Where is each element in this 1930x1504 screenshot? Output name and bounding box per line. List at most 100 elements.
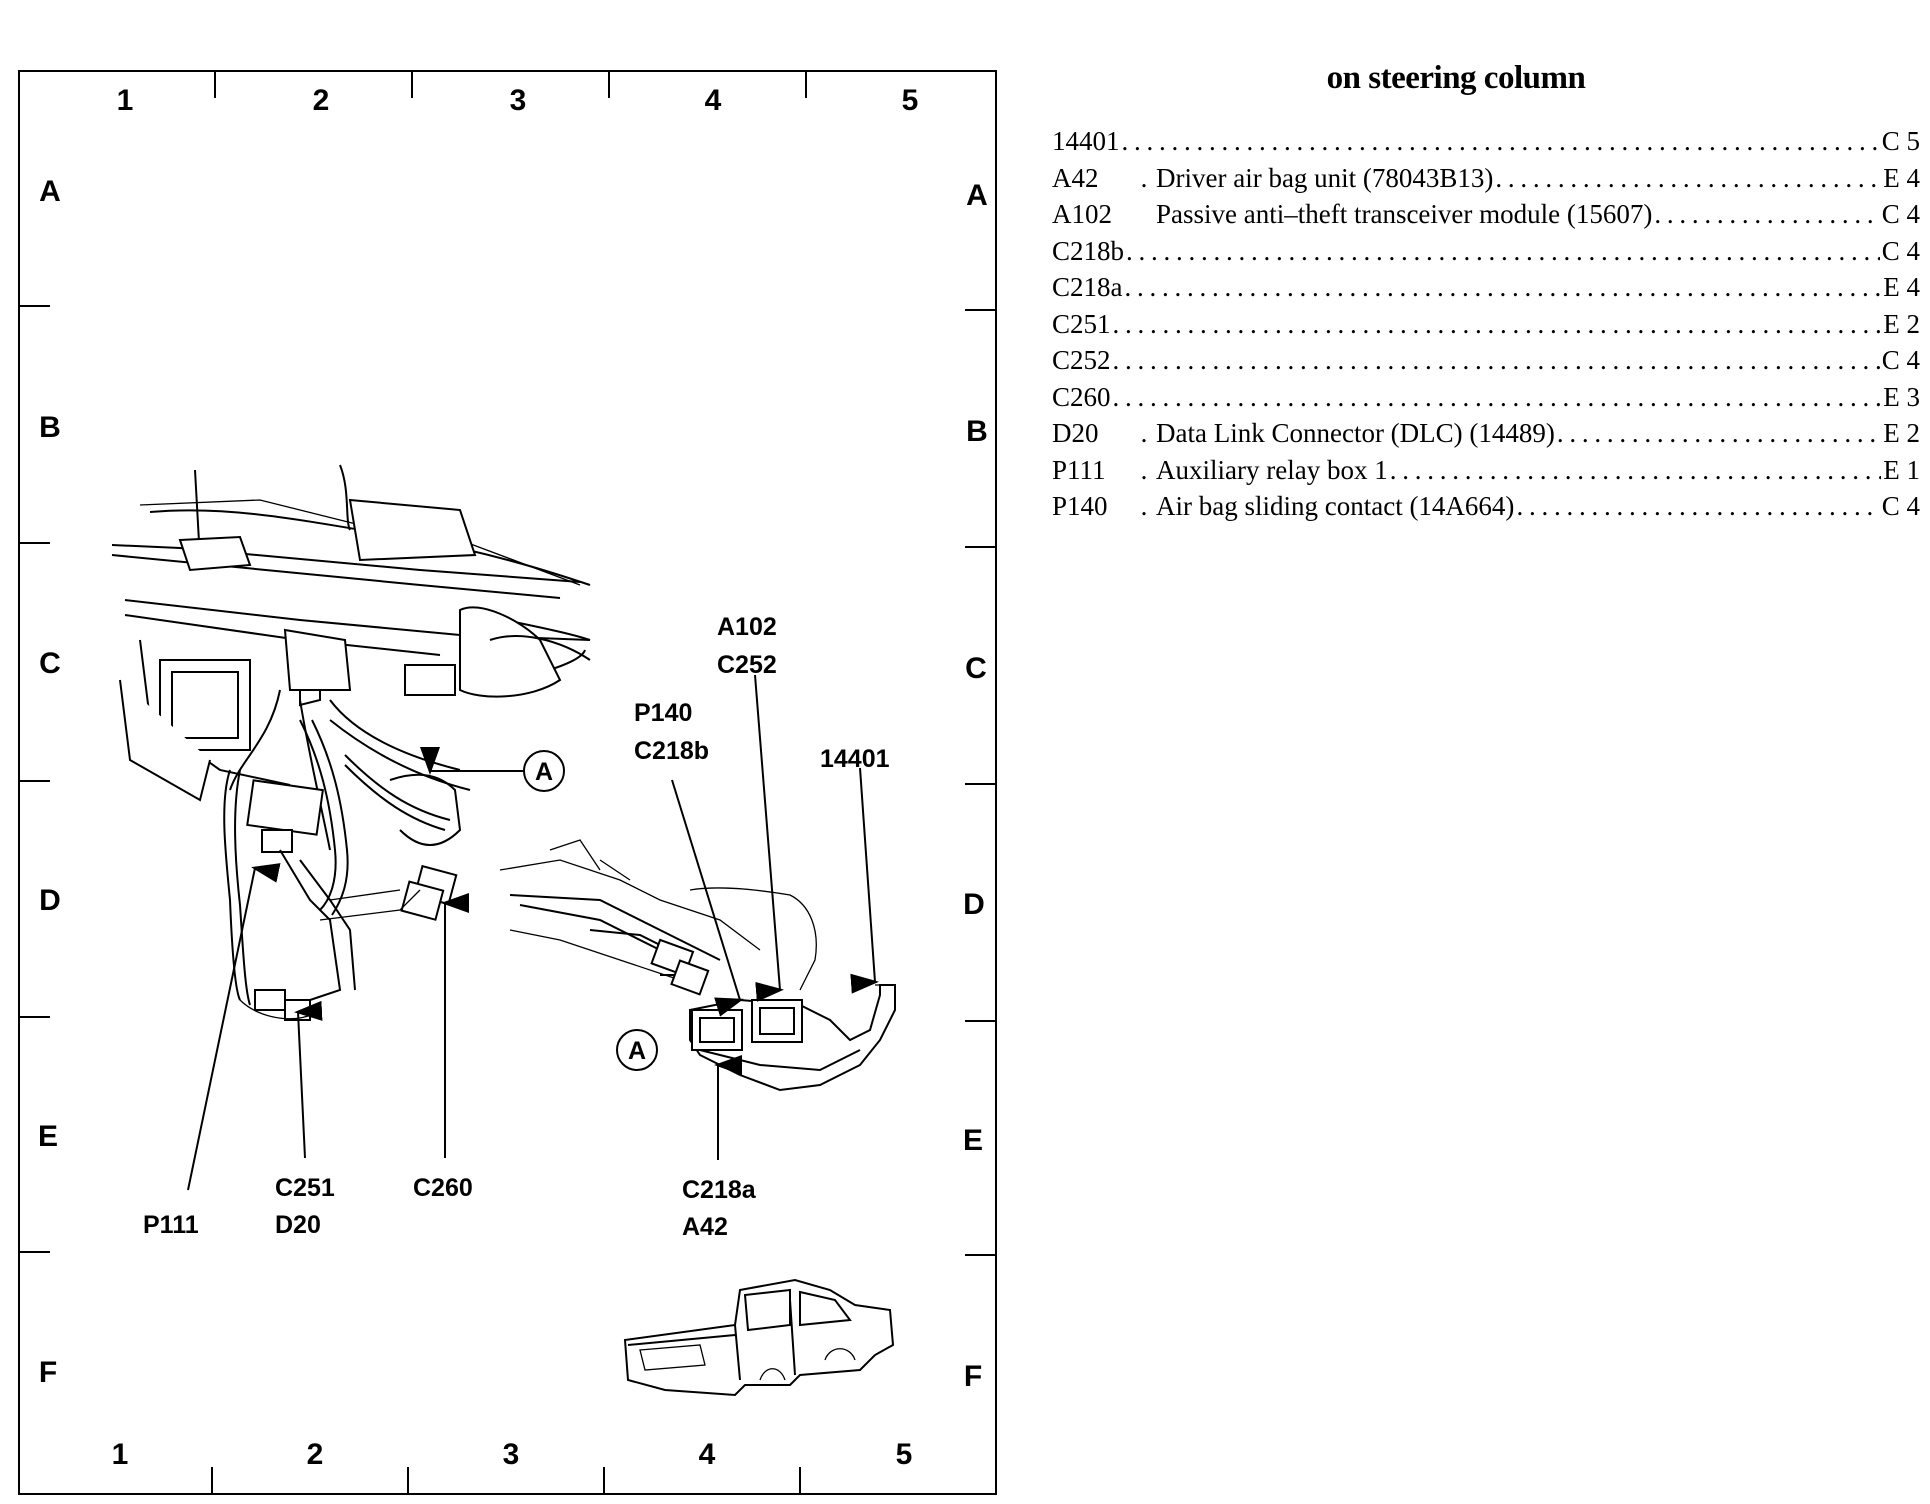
callout-14401: 14401 xyxy=(820,745,890,773)
legend-description: Passive anti–theft transceiver module (1… xyxy=(1156,199,1653,229)
legend-location: C 4 xyxy=(1881,345,1920,375)
legend-code: D20 xyxy=(1052,418,1099,448)
leader-dots xyxy=(1557,418,1881,449)
column-label-bottom: 3 xyxy=(503,1438,520,1471)
legend-code: 14401 xyxy=(1052,126,1120,156)
view-a-marker: A xyxy=(616,1029,658,1071)
legend-description: Air bag sliding contact (14A664) xyxy=(1156,491,1515,521)
leader-lines xyxy=(187,674,879,1191)
leader-dots xyxy=(1113,345,1880,376)
leader-dots xyxy=(1390,455,1882,486)
legend-location: C 4 xyxy=(1881,491,1920,521)
leader-dots xyxy=(1516,491,1879,522)
column-label-top: 2 xyxy=(313,84,330,117)
legend-description: Auxiliary relay box 1 xyxy=(1156,454,1388,485)
legend-location: C 5 xyxy=(1881,126,1920,156)
legend-separator: . xyxy=(1140,418,1148,448)
row-label-right: D xyxy=(963,888,985,921)
legend-location: C 4 xyxy=(1881,235,1920,266)
column-label-bottom: 4 xyxy=(699,1438,716,1471)
leader-dots xyxy=(1654,199,1879,230)
legend-code: C260 xyxy=(1052,381,1111,412)
legend-list: 14401 C 5 A42. Driver air bag unit (78043B1… xyxy=(1052,126,1920,528)
legend-location: E 1 xyxy=(1883,454,1920,485)
legend-item: P140. Air bag sliding contact (14A664) C 4 xyxy=(1052,491,1920,528)
leader-dots xyxy=(1113,382,1882,413)
callout-a42: A42 xyxy=(682,1213,728,1241)
legend-item: C260 E 3 xyxy=(1052,382,1920,419)
legend-title: on steering column xyxy=(1326,60,1586,96)
column-label-top: 4 xyxy=(705,84,722,117)
column-label-top: 3 xyxy=(510,84,527,117)
grid-frame xyxy=(18,70,997,1495)
legend-code: A42 xyxy=(1052,162,1099,193)
legend-code: P111 xyxy=(1052,454,1106,485)
column-label-bottom: 2 xyxy=(307,1438,324,1471)
callout-c218a: C218a xyxy=(682,1176,757,1204)
legend-item: C218a E 4 xyxy=(1052,272,1920,309)
row-label-left: A xyxy=(39,175,61,208)
column-label-top: 5 xyxy=(902,84,919,117)
callout-c260: C260 xyxy=(413,1174,473,1202)
column-label-top: 1 xyxy=(117,84,134,117)
legend-description: Driver air bag unit (78043B13) xyxy=(1156,162,1494,193)
legend-code: P140 xyxy=(1052,491,1108,521)
row-label-right: F xyxy=(964,1360,982,1393)
legend-location: E 2 xyxy=(1883,418,1920,448)
row-label-right: A xyxy=(966,179,988,212)
callout-c252: C252 xyxy=(717,651,777,679)
legend-item: A42. Driver air bag unit (78043B13) E 4 xyxy=(1052,163,1920,200)
callout-p140: P140 xyxy=(634,699,692,727)
legend-code: C251 xyxy=(1052,308,1111,339)
legend-item: A102 Passive anti–theft transceiver modul… xyxy=(1052,199,1920,236)
row-label-right: B xyxy=(966,415,988,448)
callout-p111: P111 xyxy=(143,1211,199,1239)
component-legend: on steering column 14401 C 5 A42. Driver ai… xyxy=(1052,60,1920,528)
legend-item: 14401 C 5 xyxy=(1052,126,1920,163)
legend-description: Data Link Connector (DLC) (14489) xyxy=(1156,418,1555,448)
leader-dots xyxy=(1125,272,1882,303)
legend-location: C 4 xyxy=(1881,199,1920,229)
svg-text:A: A xyxy=(535,758,553,786)
legend-separator: . xyxy=(1140,454,1148,485)
row-label-right: C xyxy=(965,652,987,685)
svg-text:A: A xyxy=(628,1037,646,1065)
grid-ticks xyxy=(19,71,996,1494)
legend-separator: . xyxy=(1140,491,1148,521)
row-label-right: E xyxy=(963,1124,983,1157)
legend-item: C252 C 4 xyxy=(1052,345,1920,382)
leader-dots xyxy=(1126,236,1880,267)
instrument-panel-drawing xyxy=(111,464,591,1021)
legend-code: C218b xyxy=(1052,235,1125,266)
callout-c251: C251 xyxy=(275,1174,335,1202)
legend-item: D20. Data Link Connector (DLC) (14489) E 2 xyxy=(1052,418,1920,455)
legend-code: A102 xyxy=(1052,199,1112,229)
truck-locator-icon xyxy=(623,1278,895,1397)
legend-location: E 2 xyxy=(1883,308,1920,339)
callout-c218b: C218b xyxy=(634,737,709,765)
column-label-bottom: 1 xyxy=(112,1438,129,1471)
row-label-left: B xyxy=(39,411,61,444)
leader-dots xyxy=(1122,126,1880,157)
legend-location: E 4 xyxy=(1883,272,1920,302)
legend-location: E 3 xyxy=(1883,381,1920,412)
row-label-left: D xyxy=(39,884,61,917)
row-label-left: F xyxy=(39,1356,57,1389)
steering-column-drawing xyxy=(499,839,896,1092)
row-label-left: C xyxy=(39,647,61,680)
legend-item: C251 E 2 xyxy=(1052,309,1920,346)
leader-dots xyxy=(1495,163,1881,194)
leader-dots xyxy=(1113,309,1882,340)
legend-item: P111. Auxiliary relay box 1 E 1 xyxy=(1052,455,1920,492)
legend-separator: . xyxy=(1140,162,1148,193)
row-label-left: E xyxy=(38,1120,58,1153)
callout-a102: A102 xyxy=(717,613,777,641)
view-a-marker: A xyxy=(523,750,565,792)
column-label-bottom: 5 xyxy=(896,1438,913,1471)
legend-item: C218b C 4 xyxy=(1052,236,1920,273)
legend-location: E 4 xyxy=(1883,162,1920,193)
callout-d20: D20 xyxy=(275,1211,321,1239)
legend-code: C218a xyxy=(1052,272,1123,302)
legend-code: C252 xyxy=(1052,345,1111,375)
